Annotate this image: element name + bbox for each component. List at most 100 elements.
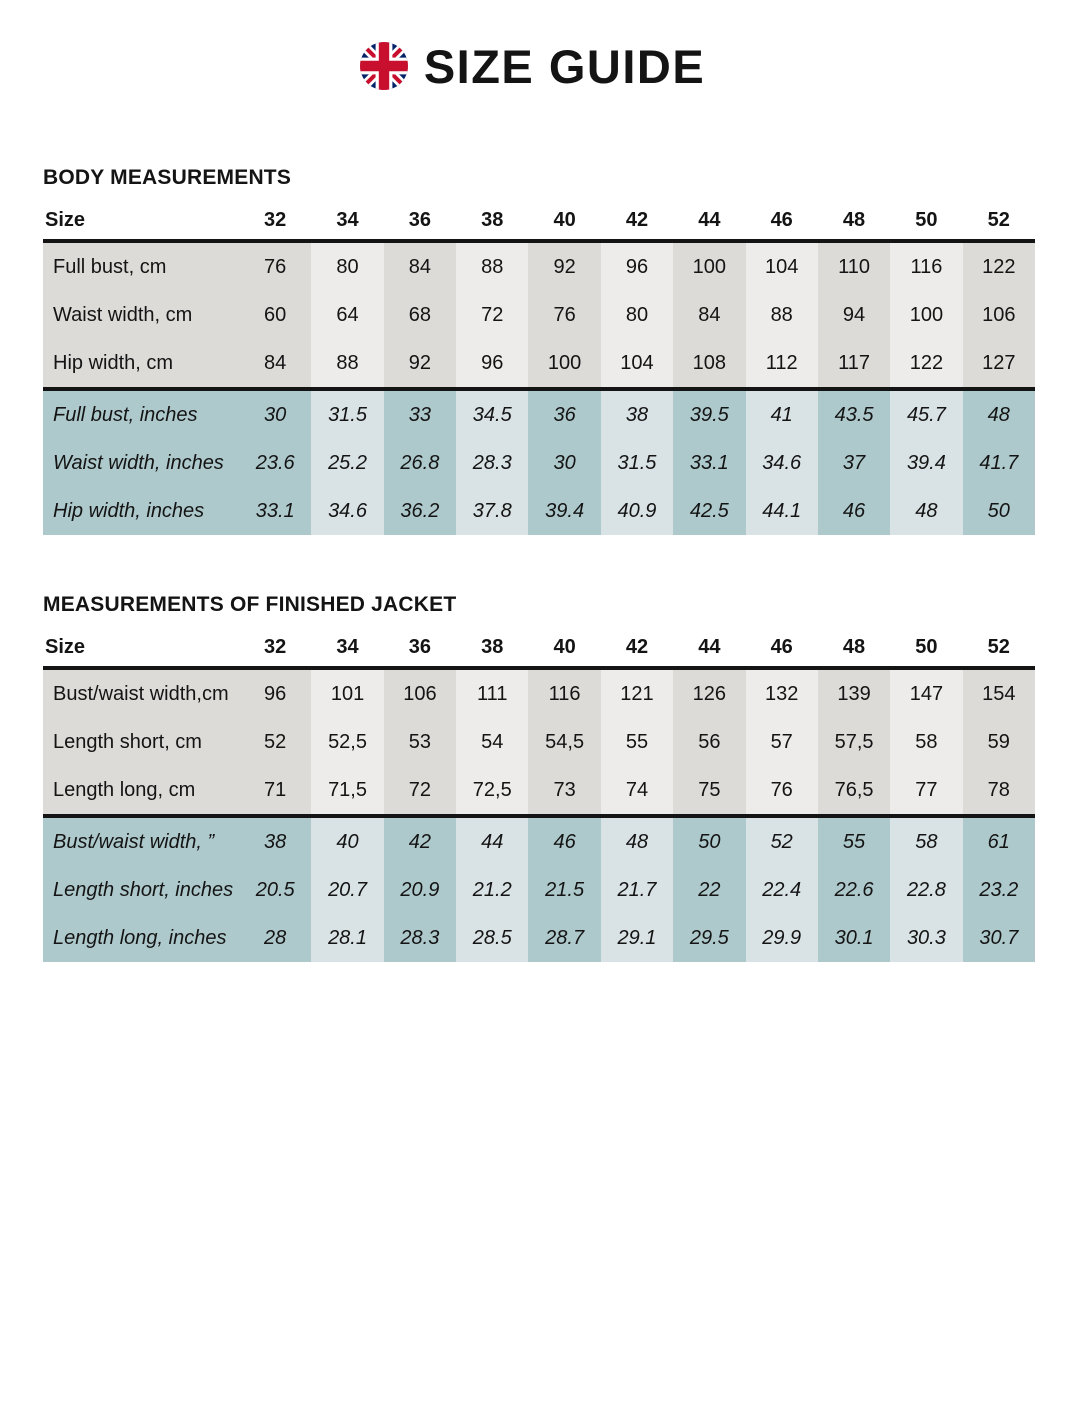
page-title: SIZE GUIDE: [423, 39, 706, 93]
size-value: 46: [745, 629, 818, 670]
measurement-value: 71,5: [311, 766, 384, 816]
measurement-label: Full bust, cm: [43, 241, 239, 291]
size-value: 32: [239, 202, 312, 243]
measurement-value: 80: [311, 241, 384, 291]
measurement-value: 106: [962, 291, 1035, 339]
size-value: 40: [528, 202, 601, 243]
measurement-value: 38: [239, 814, 312, 866]
measurement-value: 96: [239, 668, 312, 718]
measurement-value: 29.9: [745, 914, 818, 962]
size-value: 32: [239, 629, 312, 670]
measurement-value: 88: [745, 291, 818, 339]
size-value: 38: [456, 629, 529, 670]
measurement-label: Bust/waist width,cm: [43, 668, 239, 718]
measurement-value: 28.3: [456, 439, 529, 487]
measurement-value: 50: [962, 487, 1035, 535]
measurement-value: 78: [962, 766, 1035, 816]
measurement-value: 84: [383, 241, 457, 291]
uk-flag-icon: [359, 42, 408, 90]
measurement-value: 30.7: [962, 914, 1035, 962]
measurement-row: Length long, inches 28 28.1 28.3 28.5 28.7 29.…: [43, 914, 1035, 962]
measurement-value: 41: [745, 387, 818, 439]
measurement-value: 21.7: [600, 866, 674, 914]
size-value: 46: [745, 202, 818, 243]
measurement-value: 56: [673, 718, 746, 766]
measurement-value: 50: [673, 814, 746, 866]
measurement-value: 76: [528, 291, 601, 339]
measurement-value: 45.7: [890, 387, 963, 439]
measurement-value: 28.7: [528, 914, 601, 962]
measurement-value: 34.5: [456, 387, 529, 439]
size-header-row: Size 32 34 36 38 40 42 44 46 48 50 52: [43, 202, 1035, 243]
measurement-value: 22.4: [745, 866, 818, 914]
measurement-value: 117: [817, 339, 891, 389]
measurement-row: Hip width, inches 33.1 34.6 36.2 37.8 39.4 40.…: [43, 487, 1035, 535]
measurement-value: 88: [456, 241, 529, 291]
measurement-value: 52,5: [311, 718, 384, 766]
measurement-row: Bust/waist width, ” 38 40 42 44 46 48 50 52 55 58 6…: [43, 814, 1035, 866]
measurement-value: 48: [962, 387, 1035, 439]
measurement-value: 76: [745, 766, 818, 816]
size-value: 48: [817, 629, 891, 670]
measurement-value: 101: [311, 668, 384, 718]
measurement-value: 30.1: [817, 914, 891, 962]
measurement-label: Hip width, cm: [43, 339, 239, 389]
measurement-value: 80: [600, 291, 674, 339]
measurement-row: Length long, cm 71 71,5 72 72,5 73 74 75 76 76,5 7…: [43, 766, 1035, 816]
measurement-value: 71: [239, 766, 312, 816]
measurement-value: 106: [383, 668, 457, 718]
size-table-section: BODY MEASUREMENTS Size 32 34 36 38 40 42 44 46 48…: [43, 166, 1035, 535]
size-value: 42: [600, 629, 674, 670]
measurement-value: 68: [383, 291, 457, 339]
measurement-value: 30: [528, 439, 601, 487]
measurement-value: 52: [745, 814, 818, 866]
measurement-value: 20.5: [239, 866, 312, 914]
measurement-value: 100: [528, 339, 601, 389]
measurement-value: 33: [383, 387, 457, 439]
measurement-value: 88: [311, 339, 384, 389]
measurement-value: 48: [600, 814, 674, 866]
measurement-value: 30.3: [890, 914, 963, 962]
measurement-value: 77: [890, 766, 963, 816]
measurement-value: 60: [239, 291, 312, 339]
measurement-value: 132: [745, 668, 818, 718]
measurement-value: 40: [311, 814, 384, 866]
size-column-label: Size: [43, 629, 239, 670]
measurement-value: 72: [383, 766, 457, 816]
measurement-value: 39.4: [890, 439, 963, 487]
measurement-value: 30: [239, 387, 312, 439]
measurement-value: 31.5: [600, 439, 674, 487]
measurement-label: Waist width, inches: [43, 439, 239, 487]
size-value: 42: [600, 202, 674, 243]
measurement-value: 39.5: [673, 387, 746, 439]
measurement-value: 21.5: [528, 866, 601, 914]
measurement-value: 52: [239, 718, 312, 766]
measurement-row: Full bust, cm 76 80 84 88 92 96 100 104 110 116 122: [43, 241, 1035, 291]
measurement-value: 38: [600, 387, 674, 439]
measurement-label: Waist width, cm: [43, 291, 239, 339]
measurement-value: 58: [890, 718, 963, 766]
measurement-value: 20.9: [383, 866, 457, 914]
table-heading: BODY MEASUREMENTS: [43, 166, 292, 189]
measurement-value: 57: [745, 718, 818, 766]
size-column-label: Size: [43, 202, 239, 243]
measurement-value: 34.6: [311, 487, 384, 535]
measurement-value: 53: [383, 718, 457, 766]
measurement-value: 40.9: [600, 487, 674, 535]
size-value: 50: [890, 202, 963, 243]
measurement-value: 147: [890, 668, 963, 718]
measurement-value: 121: [600, 668, 674, 718]
measurement-value: 116: [890, 241, 963, 291]
measurement-row: Length short, cm 52 52,5 53 54 54,5 55 56 57 57,5…: [43, 718, 1035, 766]
measurement-value: 104: [600, 339, 674, 389]
measurement-value: 39.4: [528, 487, 601, 535]
measurement-value: 29.1: [600, 914, 674, 962]
table-heading: MEASUREMENTS OF FINISHED JACKET: [43, 593, 457, 616]
measurement-row: Waist width, cm 60 64 68 72 76 80 84 88 94 100 106: [43, 291, 1035, 339]
measurement-value: 92: [383, 339, 457, 389]
measurement-row: Bust/waist width,cm 96 101 106 111 116 121 126 1…: [43, 668, 1035, 718]
measurement-value: 46: [528, 814, 601, 866]
measurement-value: 64: [311, 291, 384, 339]
measurement-value: 23.2: [962, 866, 1035, 914]
measurement-value: 61: [962, 814, 1035, 866]
